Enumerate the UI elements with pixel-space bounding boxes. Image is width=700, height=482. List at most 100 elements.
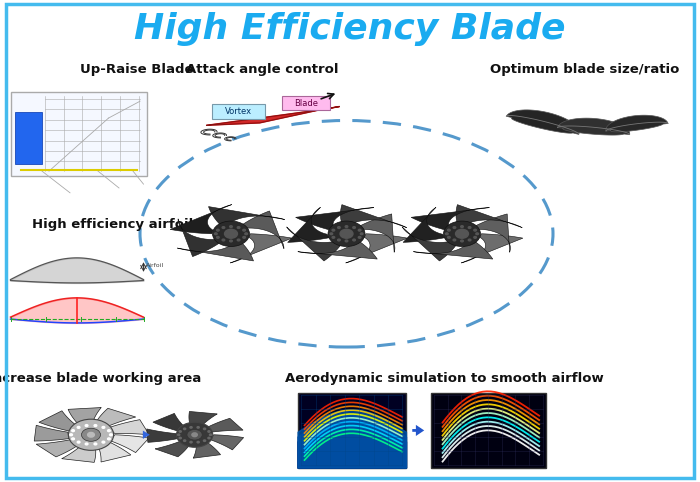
Circle shape (94, 443, 97, 445)
Circle shape (332, 229, 335, 231)
Text: Up-Raise Blade: Up-Raise Blade (80, 64, 194, 76)
Polygon shape (606, 115, 668, 132)
Text: Increase blade working area: Increase blade working area (0, 372, 201, 385)
FancyBboxPatch shape (10, 92, 147, 176)
Text: High efficiency airfoil: High efficiency airfoil (32, 218, 193, 230)
Circle shape (108, 430, 111, 431)
Circle shape (237, 239, 240, 241)
Circle shape (474, 237, 477, 238)
Circle shape (187, 429, 202, 440)
Circle shape (192, 433, 197, 437)
Polygon shape (286, 227, 342, 261)
Circle shape (358, 237, 361, 238)
Circle shape (446, 233, 448, 235)
Polygon shape (189, 412, 217, 426)
Polygon shape (456, 205, 522, 228)
Polygon shape (402, 227, 458, 261)
Circle shape (360, 233, 363, 235)
Circle shape (340, 229, 353, 238)
Circle shape (461, 240, 463, 242)
Circle shape (70, 434, 73, 436)
Circle shape (179, 431, 181, 432)
Polygon shape (111, 435, 149, 453)
Circle shape (353, 239, 356, 241)
Circle shape (216, 237, 219, 238)
Circle shape (353, 227, 356, 228)
Polygon shape (209, 207, 285, 226)
Circle shape (337, 239, 340, 241)
Circle shape (447, 229, 450, 231)
Circle shape (358, 229, 361, 231)
Polygon shape (36, 440, 79, 457)
Polygon shape (193, 442, 220, 458)
Circle shape (102, 441, 105, 443)
Circle shape (183, 428, 186, 429)
Circle shape (237, 227, 240, 228)
Circle shape (109, 434, 112, 436)
Polygon shape (340, 205, 407, 228)
Polygon shape (147, 429, 177, 442)
Polygon shape (413, 241, 493, 259)
Circle shape (337, 227, 340, 228)
Circle shape (453, 227, 456, 228)
Circle shape (208, 431, 210, 432)
Circle shape (243, 237, 246, 238)
Circle shape (213, 221, 249, 246)
Polygon shape (411, 208, 489, 230)
Circle shape (71, 438, 74, 440)
Polygon shape (206, 418, 243, 432)
Circle shape (94, 425, 97, 427)
Polygon shape (506, 110, 580, 134)
Polygon shape (346, 234, 407, 263)
Circle shape (102, 427, 105, 428)
Polygon shape (206, 107, 340, 125)
Circle shape (204, 440, 206, 442)
Circle shape (197, 442, 199, 443)
Circle shape (243, 229, 246, 231)
Circle shape (468, 239, 471, 241)
Text: High Efficiency Blade: High Efficiency Blade (134, 12, 566, 46)
Circle shape (230, 240, 232, 242)
Polygon shape (230, 234, 292, 263)
Circle shape (447, 237, 450, 238)
Circle shape (468, 227, 471, 228)
Circle shape (108, 438, 111, 440)
Circle shape (190, 442, 192, 443)
Circle shape (328, 221, 365, 246)
Polygon shape (109, 420, 149, 435)
Polygon shape (241, 211, 284, 249)
Circle shape (453, 239, 456, 241)
Circle shape (225, 229, 237, 238)
Bar (15, 112, 42, 164)
FancyBboxPatch shape (212, 104, 265, 119)
Polygon shape (177, 242, 253, 261)
Bar (298, 393, 406, 468)
Circle shape (209, 434, 211, 436)
Circle shape (197, 427, 199, 428)
Circle shape (476, 233, 478, 235)
Circle shape (204, 428, 206, 429)
Circle shape (77, 427, 80, 428)
Polygon shape (98, 442, 131, 462)
Polygon shape (155, 441, 190, 457)
Circle shape (69, 419, 113, 450)
Circle shape (190, 427, 192, 428)
Circle shape (85, 425, 88, 427)
Polygon shape (298, 241, 377, 259)
Polygon shape (558, 118, 630, 135)
Circle shape (178, 434, 180, 436)
Circle shape (245, 233, 247, 235)
Circle shape (230, 226, 232, 228)
Text: Optimum blade size/ratio: Optimum blade size/ratio (490, 64, 679, 76)
Circle shape (81, 428, 101, 442)
Circle shape (176, 422, 213, 447)
Polygon shape (68, 408, 102, 425)
Text: Vortex: Vortex (225, 107, 252, 116)
Polygon shape (95, 408, 136, 427)
Polygon shape (211, 435, 244, 450)
Circle shape (208, 437, 210, 439)
Polygon shape (153, 414, 185, 431)
Text: Airfoil: Airfoil (146, 263, 164, 268)
Text: Attack angle control: Attack angle control (186, 64, 339, 76)
Circle shape (474, 229, 477, 231)
